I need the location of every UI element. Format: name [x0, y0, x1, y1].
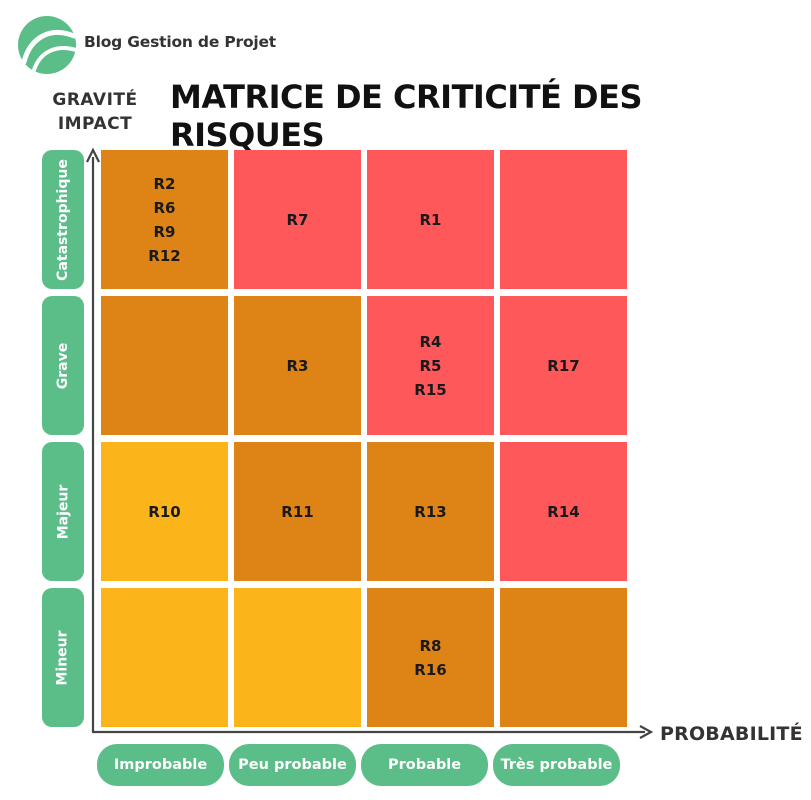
y-axis-title: GRAVITÉ IMPACT [38, 88, 152, 136]
matrix-cell-risks: R1 [419, 210, 442, 229]
matrix-cell-risks: R7 [286, 210, 309, 229]
matrix-cell: R1 [367, 150, 494, 289]
row-label-grave: Grave [42, 296, 84, 435]
row-label-text: Catastrophique [55, 158, 71, 281]
matrix-cell-risks: R11 [281, 502, 314, 521]
matrix-cell-risks: R4 R5 R15 [414, 332, 447, 399]
matrix-cell: R2 R6 R9 R12 [101, 150, 228, 289]
matrix-cell [101, 296, 228, 435]
matrix-cell: R10 [101, 442, 228, 581]
matrix-cell: R13 [367, 442, 494, 581]
y-axis-title-line1: GRAVITÉ [52, 90, 138, 110]
brand-name: Blog Gestion de Projet [84, 33, 277, 51]
col-label-peu-probable: Peu probable [229, 744, 356, 786]
matrix-cell: R3 [234, 296, 361, 435]
matrix-cell-risks: R3 [286, 356, 309, 375]
matrix-cell-risks: R10 [148, 502, 181, 521]
matrix-cell [500, 150, 627, 289]
matrix-cell: R7 [234, 150, 361, 289]
matrix-cell [234, 588, 361, 727]
matrix-cell-risks: R14 [547, 502, 580, 521]
matrix-cell-risks: R2 R6 R9 R12 [148, 174, 181, 265]
matrix-cell: R4 R5 R15 [367, 296, 494, 435]
row-label-text: Grave [55, 342, 71, 389]
col-label-tres-probable: Très probable [493, 744, 620, 786]
matrix-cell: R11 [234, 442, 361, 581]
col-label-improbable: Improbable [97, 744, 224, 786]
matrix-cell: R17 [500, 296, 627, 435]
col-label-probable: Probable [361, 744, 488, 786]
matrix-cell: R8 R16 [367, 588, 494, 727]
matrix-cell [101, 588, 228, 727]
leaf-logo-icon [18, 16, 78, 74]
matrix-cell [500, 588, 627, 727]
x-axis-title: PROBABILITÉ [660, 723, 803, 745]
row-label-text: Majeur [55, 484, 72, 539]
matrix-cell-risks: R8 R16 [414, 636, 447, 679]
matrix-cell-risks: R17 [547, 356, 580, 375]
row-label-mineur: Mineur [42, 588, 84, 727]
y-axis-title-line2: IMPACT [57, 114, 133, 134]
matrix-cell: R14 [500, 442, 627, 581]
matrix-cell-risks: R13 [414, 502, 447, 521]
row-label-catastrophique: Catastrophique [42, 150, 84, 289]
row-label-majeur: Majeur [42, 442, 84, 581]
row-label-text: Mineur [55, 629, 72, 686]
page-title: MATRICE DE CRITICITÉ DES RISQUES [170, 78, 643, 154]
